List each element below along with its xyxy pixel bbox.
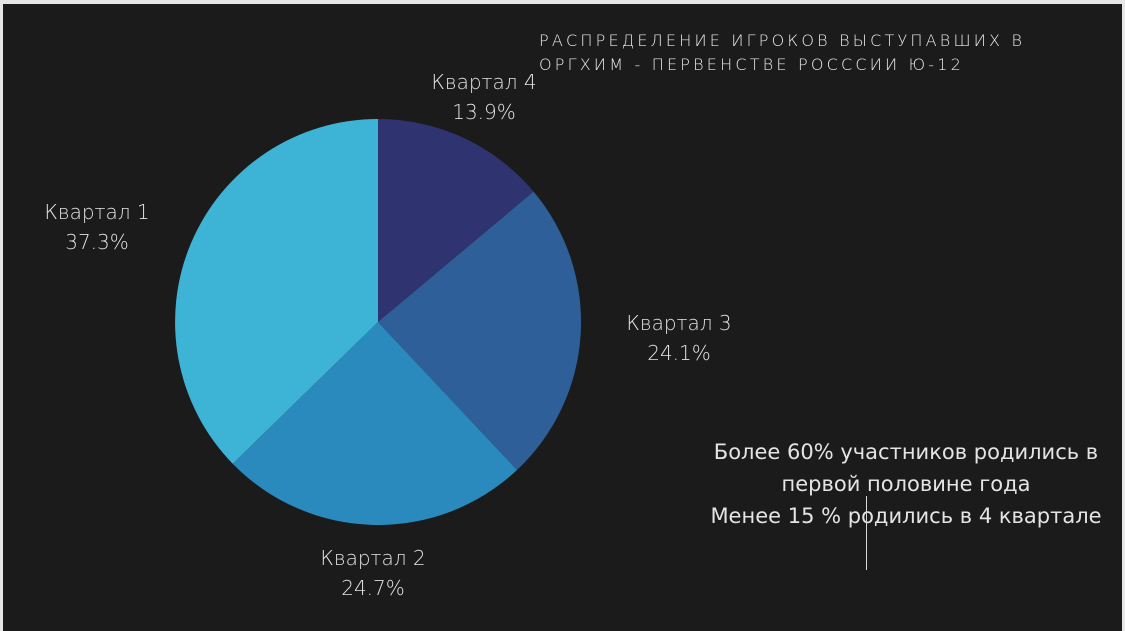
slice-value: 24.1% [647,341,711,365]
slice-kvartal-3[interactable] [378,191,582,470]
data-label-kvartal-1: Квартал 1 37.3% [44,197,149,257]
slice-kvartal-2[interactable] [232,322,517,525]
slice-value: 37.3% [65,230,129,254]
annotation-line-1: Более 60% участников родились в [713,440,1099,464]
chart-title-line-1: Распределение игроков выступавших в [539,31,1026,50]
slice-category: Квартал 1 [44,200,150,224]
slice-value: 24.7% [341,576,405,600]
slice-category: Квартал 2 [320,546,426,570]
annotation-text: Более 60% участников родились в первой п… [696,436,1116,532]
chart-title-line-2: Оргхим - первенстве Росссии Ю-12 [539,55,964,74]
data-label-kvartal-3: Квартал 3 24.1% [626,308,731,368]
chart-title: Распределение игроков выступавших в Оргх… [539,29,1109,77]
slice-value: 13.9% [452,100,516,124]
slice-category: Квартал 4 [431,70,537,94]
annotation-line-2: первой половине года [781,472,1031,496]
text-cursor [866,496,867,570]
data-label-kvartal-2: Квартал 2 24.7% [320,543,425,603]
data-label-kvartal-4: Квартал 4 13.9% [431,67,536,127]
slice-kvartal-4[interactable] [378,119,534,322]
annotation-line-3: Менее 15 % родились в 4 квартале [710,504,1102,528]
slice-category: Квартал 3 [626,311,732,335]
slice-kvartal-1[interactable] [175,119,378,464]
